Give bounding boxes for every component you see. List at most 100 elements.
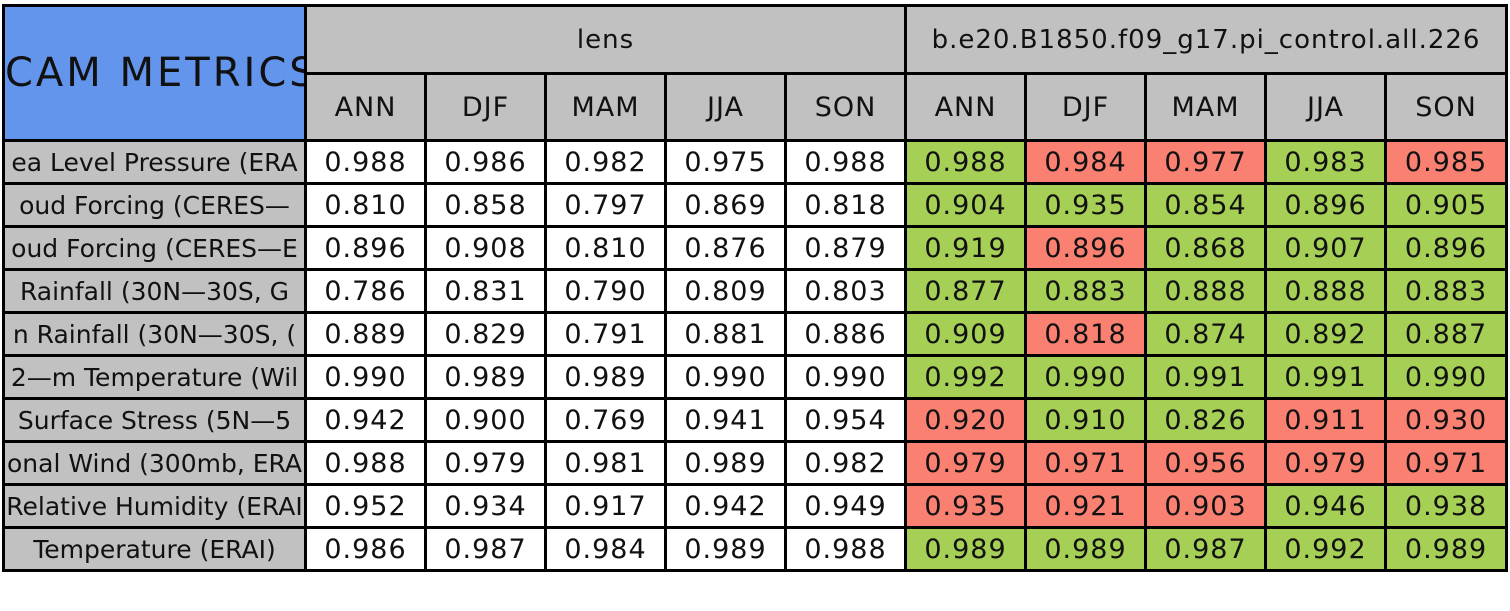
season-header-lens-mam: MAM	[544, 72, 667, 142]
control-value-cell: 0.883	[1024, 268, 1148, 314]
lens-value-cell: 0.988	[304, 139, 427, 185]
control-value-cell: 0.989	[1024, 526, 1148, 572]
lens-value-cell: 0.984	[544, 526, 667, 572]
table-row: oud Forcing (CERES—E 0.896 0.908 0.810 0.876…	[2, 225, 1509, 271]
control-value-cell: 0.919	[904, 225, 1028, 271]
lens-value-cell: 0.975	[664, 139, 787, 185]
season-header-control-mam: MAM	[1144, 72, 1268, 142]
row-label: Surface Stress (5N—5	[2, 397, 307, 443]
row-label: ea Level Pressure (ERA	[2, 139, 307, 185]
control-value-cell: 0.989	[904, 526, 1028, 572]
lens-value-cell: 0.941	[664, 397, 787, 443]
lens-value-cell: 0.810	[544, 225, 667, 271]
lens-value-cell: 0.989	[664, 440, 787, 486]
control-value-cell: 0.896	[1264, 182, 1388, 228]
control-value-cell: 0.892	[1264, 311, 1388, 357]
control-value-cell: 0.988	[904, 139, 1028, 185]
control-value-cell: 0.854	[1144, 182, 1268, 228]
season-header-lens-son: SON	[783, 72, 908, 142]
control-value-cell: 0.979	[904, 440, 1028, 486]
control-value-cell: 0.935	[904, 483, 1028, 529]
lens-value-cell: 0.981	[544, 440, 667, 486]
lens-value-cell: 0.934	[424, 483, 547, 529]
season-header-lens-jja: JJA	[664, 72, 787, 142]
row-label: onal Wind (300mb, ERA	[2, 440, 307, 486]
table-title: CAM METRICS	[2, 4, 307, 142]
season-header-lens-djf: DJF	[424, 72, 547, 142]
control-value-cell: 0.868	[1144, 225, 1268, 271]
lens-value-cell: 0.896	[304, 225, 427, 271]
control-value-cell: 0.910	[1024, 397, 1148, 443]
control-value-cell: 0.971	[1024, 440, 1148, 486]
lens-value-cell: 0.986	[304, 526, 427, 572]
lens-value-cell: 0.952	[304, 483, 427, 529]
control-value-cell: 0.990	[1384, 354, 1509, 400]
lens-value-cell: 0.876	[664, 225, 787, 271]
lens-value-cell: 0.900	[424, 397, 547, 443]
table-row: Relative Humidity (ERAI 0.952 0.934 0.917 0.…	[2, 483, 1509, 529]
control-value-cell: 0.938	[1384, 483, 1509, 529]
lens-value-cell: 0.803	[783, 268, 908, 314]
lens-value-cell: 0.769	[544, 397, 667, 443]
lens-value-cell: 0.942	[304, 397, 427, 443]
lens-value-cell: 0.987	[424, 526, 547, 572]
lens-value-cell: 0.791	[544, 311, 667, 357]
control-value-cell: 0.887	[1384, 311, 1509, 357]
control-value-cell: 0.909	[904, 311, 1028, 357]
lens-value-cell: 0.954	[783, 397, 908, 443]
control-value-cell: 0.888	[1144, 268, 1268, 314]
lens-value-cell: 0.858	[424, 182, 547, 228]
season-header-control-jja: JJA	[1264, 72, 1388, 142]
lens-value-cell: 0.990	[664, 354, 787, 400]
row-label: 2—m Temperature (Wil	[2, 354, 307, 400]
control-value-cell: 0.991	[1144, 354, 1268, 400]
lens-value-cell: 0.869	[664, 182, 787, 228]
control-value-cell: 0.903	[1144, 483, 1268, 529]
lens-value-cell: 0.810	[304, 182, 427, 228]
season-header-control-son: SON	[1384, 72, 1509, 142]
control-value-cell: 0.920	[904, 397, 1028, 443]
table-row: ea Level Pressure (ERA 0.988 0.986 0.982 0.9…	[2, 139, 1509, 185]
control-value-cell: 0.907	[1264, 225, 1388, 271]
control-value-cell: 0.956	[1144, 440, 1268, 486]
control-value-cell: 0.979	[1264, 440, 1388, 486]
lens-value-cell: 0.917	[544, 483, 667, 529]
lens-value-cell: 0.790	[544, 268, 667, 314]
row-label: oud Forcing (CERES—	[2, 182, 307, 228]
season-header-lens-ann: ANN	[304, 72, 427, 142]
lens-value-cell: 0.886	[783, 311, 908, 357]
lens-value-cell: 0.988	[783, 139, 908, 185]
control-value-cell: 0.991	[1264, 354, 1388, 400]
group-header-control-run: b.e20.B1850.f09_g17.pi_control.all.226	[904, 4, 1509, 75]
control-value-cell: 0.985	[1384, 139, 1509, 185]
table-row: oud Forcing (CERES— 0.810 0.858 0.797 0.869 0…	[2, 182, 1509, 228]
lens-value-cell: 0.988	[304, 440, 427, 486]
lens-value-cell: 0.908	[424, 225, 547, 271]
lens-value-cell: 0.949	[783, 483, 908, 529]
control-value-cell: 0.883	[1384, 268, 1509, 314]
cam-metrics-table: CAM METRICS lens b.e20.B1850.f09_g17.pi_…	[2, 4, 1509, 572]
lens-value-cell: 0.881	[664, 311, 787, 357]
control-value-cell: 0.896	[1024, 225, 1148, 271]
control-value-cell: 0.992	[904, 354, 1028, 400]
lens-value-cell: 0.982	[544, 139, 667, 185]
control-value-cell: 0.946	[1264, 483, 1388, 529]
control-value-cell: 0.921	[1024, 483, 1148, 529]
control-value-cell: 0.984	[1024, 139, 1148, 185]
season-header-control-djf: DJF	[1024, 72, 1148, 142]
control-value-cell: 0.971	[1384, 440, 1509, 486]
control-value-cell: 0.987	[1144, 526, 1268, 572]
lens-value-cell: 0.786	[304, 268, 427, 314]
table-row: Rainfall (30N—30S, G 0.786 0.831 0.790 0.809…	[2, 268, 1509, 314]
control-value-cell: 0.905	[1384, 182, 1509, 228]
control-value-cell: 0.888	[1264, 268, 1388, 314]
lens-value-cell: 0.979	[424, 440, 547, 486]
control-value-cell: 0.874	[1144, 311, 1268, 357]
lens-value-cell: 0.829	[424, 311, 547, 357]
row-label: oud Forcing (CERES—E	[2, 225, 307, 271]
row-label: Relative Humidity (ERAI	[2, 483, 307, 529]
lens-value-cell: 0.990	[783, 354, 908, 400]
row-label: Rainfall (30N—30S, G	[2, 268, 307, 314]
lens-value-cell: 0.982	[783, 440, 908, 486]
season-header-control-ann: ANN	[904, 72, 1028, 142]
